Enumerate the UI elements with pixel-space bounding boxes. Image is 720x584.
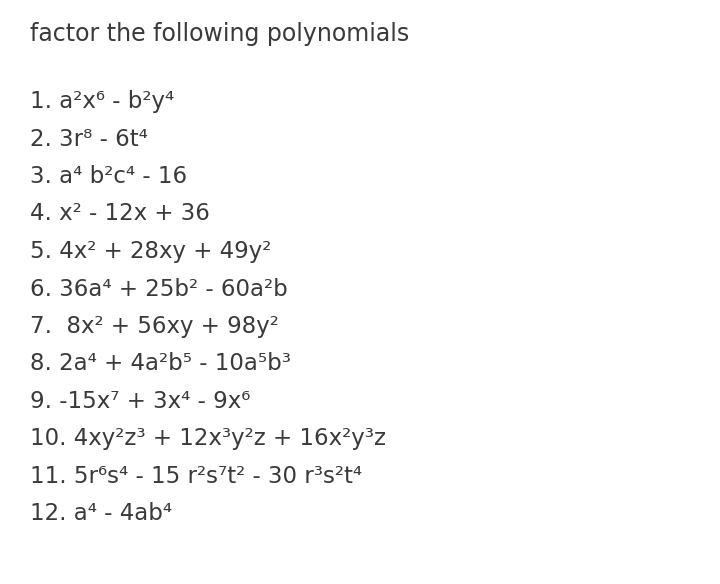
- Text: 4. x² - 12x + 36: 4. x² - 12x + 36: [30, 203, 210, 225]
- Text: 12. a⁴ - 4ab⁴: 12. a⁴ - 4ab⁴: [30, 502, 172, 526]
- Text: 5. 4x² + 28xy + 49y²: 5. 4x² + 28xy + 49y²: [30, 240, 271, 263]
- Text: 2. 3r⁸ - 6t⁴: 2. 3r⁸ - 6t⁴: [30, 127, 148, 151]
- Text: 6. 36a⁴ + 25b² - 60a²b: 6. 36a⁴ + 25b² - 60a²b: [30, 277, 288, 301]
- Text: 11. 5r⁶s⁴ - 15 r²s⁷t² - 30 r³s²t⁴: 11. 5r⁶s⁴ - 15 r²s⁷t² - 30 r³s²t⁴: [30, 465, 362, 488]
- Text: 9. -15x⁷ + 3x⁴ - 9x⁶: 9. -15x⁷ + 3x⁴ - 9x⁶: [30, 390, 251, 413]
- Text: 10. 4xy²z³ + 12x³y²z + 16x²y³z: 10. 4xy²z³ + 12x³y²z + 16x²y³z: [30, 427, 386, 450]
- Text: 8. 2a⁴ + 4a²b⁵ - 10a⁵b³: 8. 2a⁴ + 4a²b⁵ - 10a⁵b³: [30, 353, 291, 376]
- Text: 1. a²x⁶ - b²y⁴: 1. a²x⁶ - b²y⁴: [30, 90, 174, 113]
- Text: factor the following polynomials: factor the following polynomials: [30, 22, 409, 46]
- Text: 3. a⁴ b²c⁴ - 16: 3. a⁴ b²c⁴ - 16: [30, 165, 187, 188]
- Text: 7.  8x² + 56xy + 98y²: 7. 8x² + 56xy + 98y²: [30, 315, 279, 338]
